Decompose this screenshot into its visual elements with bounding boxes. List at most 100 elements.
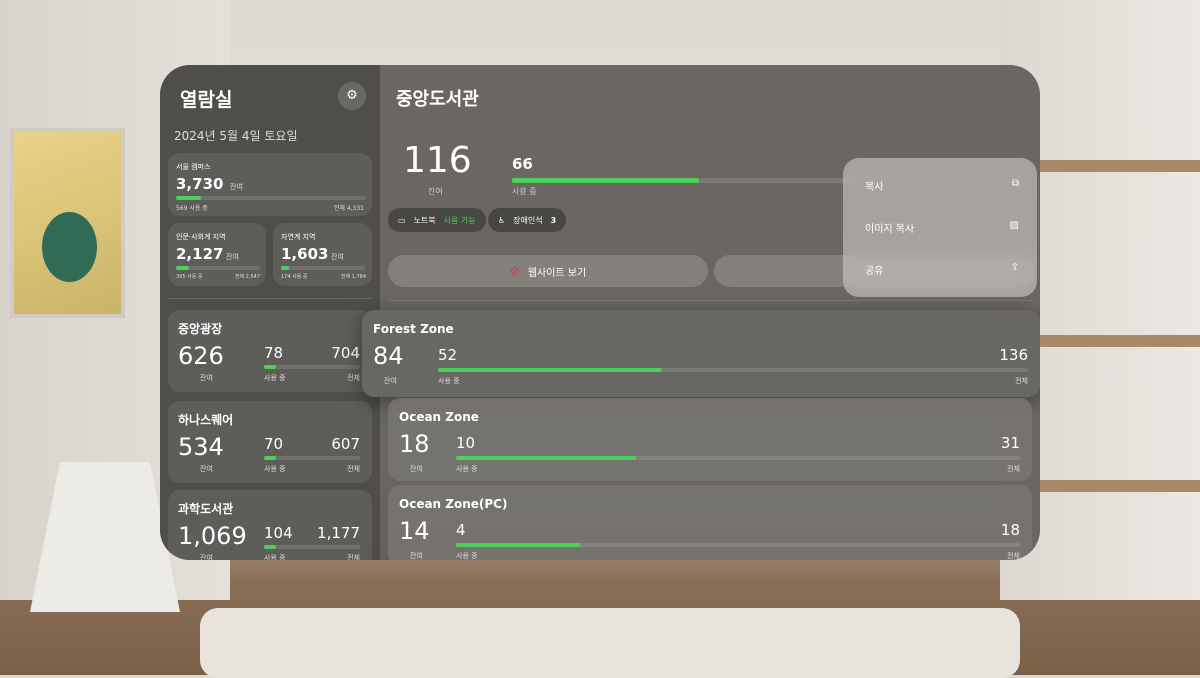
usage-bar: [176, 266, 260, 270]
main-remain: 116: [403, 140, 472, 181]
card-title: 자연계 지역: [281, 233, 316, 241]
library-used: 104: [264, 524, 293, 542]
divider: [388, 300, 1032, 301]
usage-bar: [281, 266, 365, 270]
library-total: 704: [331, 344, 360, 362]
lamp: [30, 462, 180, 612]
summary-humanities[interactable]: 인문·사회계 지역 2,127 잔여 395 사용 중 전체 2,547: [168, 223, 266, 286]
zone-card[interactable]: Forest Zone 84 잔여 52 136 사용 중 전체: [362, 310, 1040, 397]
used-label: 사용 중: [456, 552, 478, 560]
total-label: 전체: [347, 465, 360, 473]
usage-bar: [264, 545, 360, 549]
remain-label: 잔여: [410, 552, 423, 560]
usage-bar: [264, 365, 360, 369]
app-window: 열람실 ⚙ 2024년 5월 4일 토요일 서울 캠퍼스 3,730 잔여 56…: [160, 65, 1040, 560]
zone-remain: 18: [399, 430, 430, 458]
remain-value: 3,730: [176, 175, 224, 193]
menu-label: 이미지 복사: [865, 224, 915, 235]
menu-label: 공유: [865, 266, 884, 277]
settings-icon[interactable]: ⚙: [338, 82, 366, 110]
zone-name: Ocean Zone: [399, 410, 479, 424]
total-count: 전체 4,331: [333, 205, 364, 212]
zone-used: 52: [438, 346, 458, 364]
share-icon: ⇪: [1010, 262, 1019, 273]
laptop-status: 사용 가능: [443, 215, 476, 225]
used-label: 사용 중: [438, 377, 460, 385]
wall-art: [10, 128, 125, 318]
divider: [168, 298, 372, 299]
remain-value: 2,127: [176, 245, 224, 263]
accessible-badge: ♿ 장애인석 3: [488, 208, 567, 232]
remain-unit: 잔여: [230, 183, 243, 191]
remain-label: 잔여: [200, 465, 213, 473]
shelf: [1040, 160, 1200, 172]
total-count: 전체 2,547: [234, 274, 260, 280]
library-used: 78: [264, 344, 284, 362]
summary-science[interactable]: 자연계 지역 1,603 잔여 174 사용 중 전체 1,784: [273, 223, 372, 286]
zone-name: Ocean Zone(PC): [399, 497, 508, 511]
library-total: 1,177: [317, 524, 360, 542]
total-label: 전체: [347, 374, 360, 382]
usage-bar: [438, 368, 1028, 372]
accessible-label: 장애인석: [513, 215, 543, 225]
library-card[interactable]: 과학도서관 1,069 잔여 104 1,177 사용 중 전체: [168, 490, 372, 560]
summary-seoul[interactable]: 서울 캠퍼스 3,730 잔여 569 사용 중 전체 4,331: [168, 153, 372, 216]
zone-name: Forest Zone: [373, 322, 454, 336]
remain-label: 잔여: [410, 465, 423, 473]
used-label: 사용 중: [264, 554, 286, 560]
used-label: 사용 중: [264, 465, 286, 473]
remain-unit: 잔여: [226, 253, 239, 261]
zone-card[interactable]: Ocean Zone(PC) 14 잔여 4 18 사용 중 전체: [388, 485, 1032, 560]
remain-label: 잔여: [200, 554, 213, 560]
library-remain: 626: [178, 342, 224, 370]
card-title: 서울 캠퍼스: [176, 163, 211, 171]
safari-icon: ⊘: [509, 264, 520, 278]
menu-label: 복사: [865, 182, 884, 193]
usage-bar: [264, 456, 360, 460]
main-used: 66: [512, 155, 533, 173]
used-label: 사용 중: [264, 374, 286, 382]
main-usage-bar: [512, 178, 1032, 183]
used-count: 395 사용 중: [176, 274, 203, 280]
zone-used: 4: [456, 521, 466, 539]
used-count: 569 사용 중: [176, 205, 208, 212]
zone-remain: 14: [399, 517, 430, 545]
laptop-badge: ▭ 노트북 사용 가능: [388, 208, 486, 232]
accessible-count: 3: [550, 215, 557, 225]
zone-remain: 84: [373, 342, 404, 370]
zone-card[interactable]: Ocean Zone 18 잔여 10 31 사용 중 전체: [388, 398, 1032, 481]
zone-used: 10: [456, 434, 476, 452]
library-total: 607: [331, 435, 360, 453]
wheelchair-icon: ♿: [498, 215, 506, 225]
usage-bar: [456, 543, 1020, 547]
website-button-label: 웹사이트 보기: [527, 267, 587, 279]
menu-item-share[interactable]: 공유 ⇪: [865, 262, 1019, 277]
used-count: 174 사용 중: [281, 274, 308, 280]
website-button[interactable]: ⊘ 웹사이트 보기: [388, 255, 708, 287]
sidebar: 열람실 ⚙ 2024년 5월 4일 토요일 서울 캠퍼스 3,730 잔여 56…: [160, 65, 380, 560]
zone-total: 31: [1000, 434, 1020, 452]
remain-label: 잔여: [200, 374, 213, 382]
library-name: 중앙광장: [178, 322, 223, 336]
remain-label: 잔여: [384, 377, 397, 385]
library-name: 과학도서관: [178, 502, 234, 516]
sofa: [200, 608, 1020, 678]
context-menu: 복사 ⧉ 이미지 복사 ▨ 공유 ⇪: [843, 158, 1037, 297]
library-card[interactable]: 중앙광장 626 잔여 78 704 사용 중 전체: [168, 310, 372, 392]
library-name: 하나스퀘어: [178, 413, 234, 427]
usage-bar: [176, 196, 366, 200]
laptop-label: 노트북: [413, 215, 436, 225]
main-used-label: 사용 중: [512, 187, 537, 196]
laptop-icon: ▭: [398, 215, 406, 225]
remain-value: 1,603: [281, 245, 329, 263]
library-remain: 1,069: [178, 522, 247, 550]
library-card[interactable]: 하나스퀘어 534 잔여 70 607 사용 중 전체: [168, 401, 372, 483]
library-used: 70: [264, 435, 284, 453]
usage-bar: [456, 456, 1020, 460]
main-remain-label: 잔여: [428, 187, 443, 196]
menu-item-copy-image[interactable]: 이미지 복사 ▨: [865, 220, 1019, 235]
menu-item-copy[interactable]: 복사 ⧉: [865, 178, 1019, 193]
image-icon: ▨: [1009, 220, 1019, 231]
total-count: 전체 1,784: [340, 274, 366, 280]
zone-total: 18: [1000, 521, 1020, 539]
